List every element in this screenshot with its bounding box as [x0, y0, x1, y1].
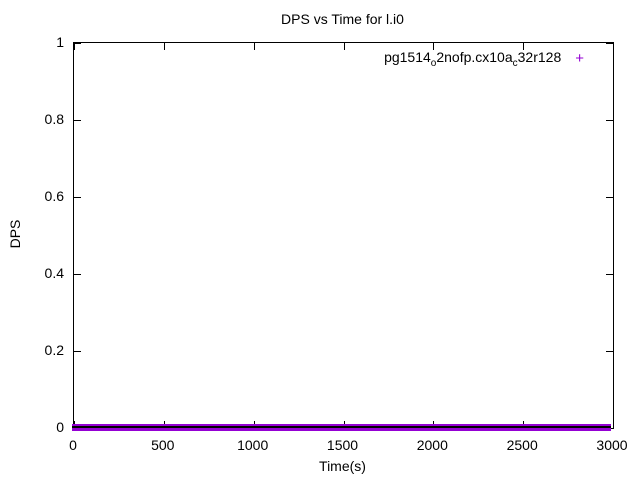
- axis-line-through-band: [72, 426, 611, 428]
- y-tick-label: 0.6: [44, 188, 64, 204]
- x-tick-label: 1000: [237, 437, 269, 453]
- legend-subscript: o: [430, 57, 437, 69]
- chart-title: DPS vs Time for l.i0: [281, 11, 404, 27]
- y-tick-mark: [74, 274, 81, 275]
- x-tick-mark-top: [433, 43, 435, 50]
- legend-text-part: 2nofp.cx10a: [436, 49, 513, 65]
- y-tick-mark-right: [606, 274, 613, 275]
- y-tick-mark-right: [606, 197, 613, 198]
- x-tick-label: 0: [69, 437, 77, 453]
- x-tick-label: 2000: [416, 437, 448, 453]
- legend: pg1514o2nofp.cx10ac32r128 +: [384, 49, 584, 69]
- y-tick-label: 0: [56, 419, 64, 435]
- y-tick-mark: [74, 120, 81, 121]
- x-tick-label: 1500: [326, 437, 359, 453]
- x-tick-label: 3000: [596, 437, 628, 453]
- y-tick-label: 1: [56, 34, 64, 50]
- x-axis-label: Time(s): [319, 458, 366, 474]
- y-tick-mark: [74, 351, 81, 352]
- x-tick-mark-top: [343, 43, 345, 50]
- x-tick-label: 2500: [506, 437, 538, 453]
- y-tick-mark-right: [606, 120, 613, 121]
- x-tick-label: 500: [151, 437, 175, 453]
- y-axis-label: DPS: [7, 219, 23, 249]
- series-data-band: [72, 424, 611, 431]
- y-tick-label: 0.8: [44, 111, 64, 127]
- plot-area: [72, 42, 614, 431]
- legend-subscript: c: [512, 57, 518, 69]
- y-tick-label: 0.4: [44, 265, 64, 281]
- y-tick-mark: [74, 197, 81, 198]
- legend-series-label: pg1514o2nofp.cx10ac32r128: [384, 49, 561, 69]
- y-tick-mark-right: [606, 43, 613, 44]
- x-tick-mark-top: [613, 43, 614, 50]
- x-tick-mark-top: [163, 43, 165, 50]
- x-tick-mark: [613, 421, 614, 428]
- y-tick-label: 0.2: [44, 342, 64, 358]
- y-tick-mark: [74, 43, 81, 44]
- legend-text-part: pg1514: [384, 49, 431, 65]
- legend-text-part: 32r128: [517, 49, 562, 65]
- x-tick-mark-top: [74, 43, 75, 50]
- x-tick-mark-top: [523, 43, 525, 50]
- x-tick-mark-top: [253, 43, 255, 50]
- plus-marker-icon: +: [575, 49, 584, 67]
- y-tick-mark-right: [606, 351, 613, 352]
